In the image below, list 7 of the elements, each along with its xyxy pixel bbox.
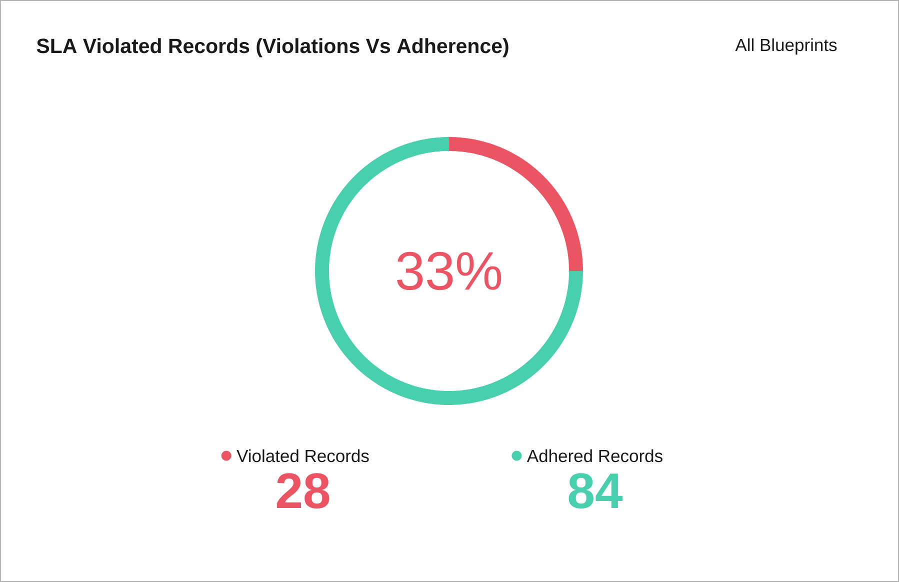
legend-label: Violated Records [236,449,369,462]
legend-label: Adhered Records [526,449,662,462]
chart-title: SLA Violated Records (Violations Vs Adherence) [36,38,508,58]
text: All Blueprints [735,38,837,55]
text: 33% [397,252,502,290]
data-label: 84 [568,473,623,508]
data-label: 28 [276,473,330,508]
